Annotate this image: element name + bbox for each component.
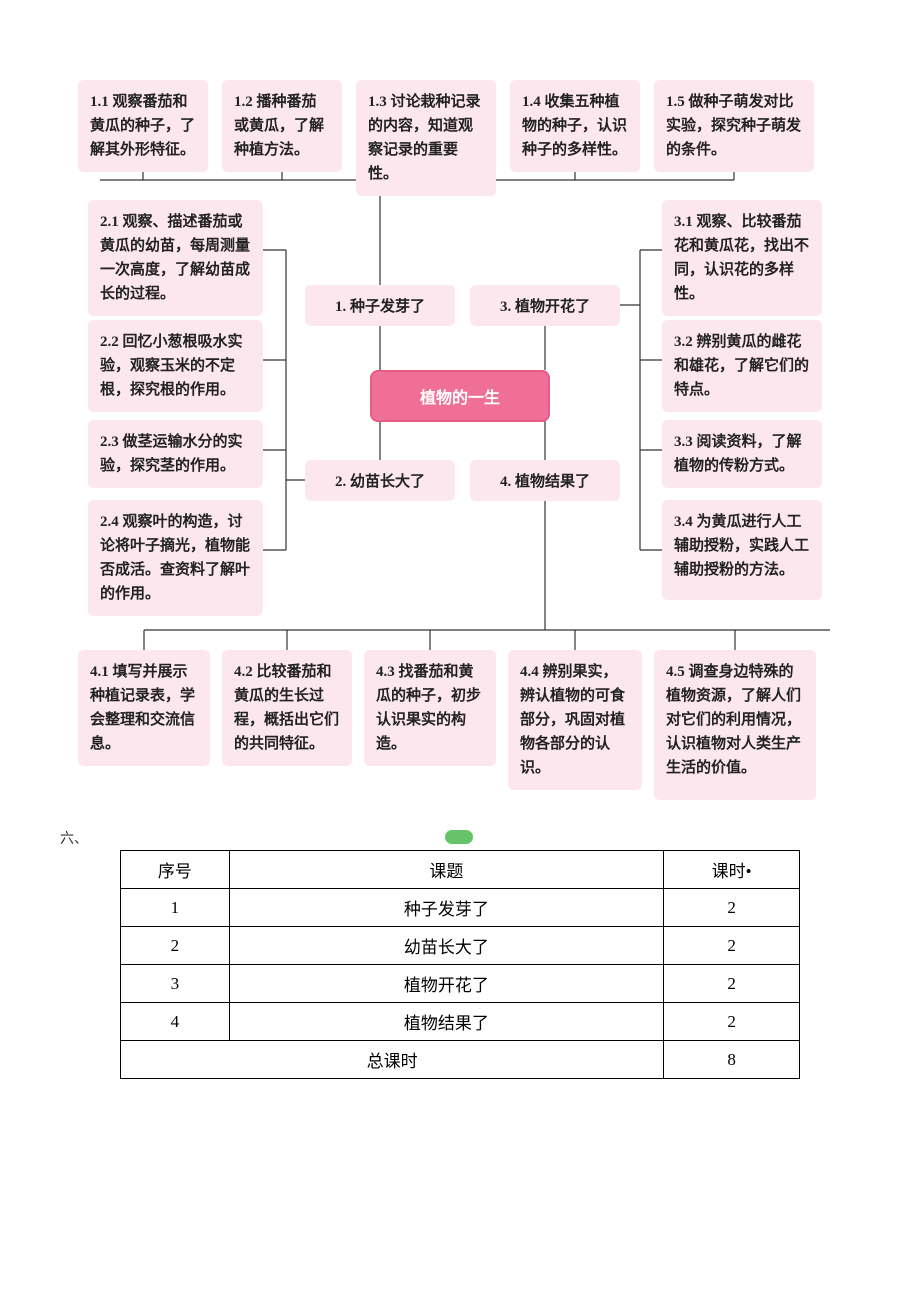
diagram-node: 4.1 填写并展示种植记录表，学会整理和交流信息。	[78, 650, 210, 766]
table-row: 2幼苗长大了2	[121, 927, 800, 965]
diagram-node: 2.1 观察、描述番茄或黄瓜的幼苗，每周测量一次高度，了解幼苗成长的过程。	[88, 200, 263, 316]
table-row: 4植物结果了2	[121, 1003, 800, 1041]
schedule-table-container: 序号课题课时•1种子发芽了22幼苗长大了23植物开花了24植物结果了2总课时8	[120, 850, 800, 1119]
diagram-node: 3.2 辨别黄瓜的雌花和雄花，了解它们的特点。	[662, 320, 822, 412]
diagram-center: 植物的一生	[370, 370, 550, 422]
table-row: 1种子发芽了2	[121, 889, 800, 927]
schedule-table: 序号课题课时•1种子发芽了22幼苗长大了23植物开花了24植物结果了2总课时8	[120, 850, 800, 1079]
table-row: 3植物开花了2	[121, 965, 800, 1003]
table-total-row: 总课时8	[121, 1041, 800, 1079]
table-cell: 幼苗长大了	[229, 927, 664, 965]
diagram-node: 1.1 观察番茄和黄瓜的种子，了解其外形特征。	[78, 80, 208, 172]
table-cell: 植物开花了	[229, 965, 664, 1003]
diagram-hub: 4. 植物结果了	[470, 460, 620, 501]
table-cell: 4	[121, 1003, 230, 1041]
diagram-node: 2.2 回忆小葱根吸水实验，观察玉米的不定根，探究根的作用。	[88, 320, 263, 412]
table-cell: 植物结果了	[229, 1003, 664, 1041]
table-cell: 2	[664, 889, 800, 927]
diagram-node: 1.5 做种子萌发对比实验，探究种子萌发的条件。	[654, 80, 814, 172]
diagram-hub: 2. 幼苗长大了	[305, 460, 455, 501]
table-cell: 2	[664, 965, 800, 1003]
diagram-hub: 3. 植物开花了	[470, 285, 620, 326]
table-cell: 1	[121, 889, 230, 927]
table-header-cell: 课题	[229, 851, 664, 889]
diagram-node: 4.5 调查身边特殊的植物资源，了解人们对它们的利用情况，认识植物对人类生产生活…	[654, 650, 816, 800]
table-cell: 3	[121, 965, 230, 1003]
diagram-node: 4.4 辨别果实，辨认植物的可食部分，巩固对植物各部分的认识。	[508, 650, 642, 790]
concept-map: 1.1 观察番茄和黄瓜的种子，了解其外形特征。1.2 播种番茄或黄瓜，了解种植方…	[0, 0, 920, 850]
diagram-node: 1.3 讨论栽种记录的内容，知道观察记录的重要性。	[356, 80, 496, 196]
diagram-hub: 1. 种子发芽了	[305, 285, 455, 326]
decorative-pill	[445, 830, 473, 844]
table-cell: 2	[121, 927, 230, 965]
diagram-node: 1.2 播种番茄或黄瓜，了解种植方法。	[222, 80, 342, 172]
diagram-node: 4.3 找番茄和黄瓜的种子，初步认识果实的构造。	[364, 650, 496, 766]
diagram-node: 1.4 收集五种植物的种子，认识种子的多样性。	[510, 80, 640, 172]
partial-heading: 六、	[60, 828, 88, 848]
diagram-node: 3.4 为黄瓜进行人工辅助授粉，实践人工辅助授粉的方法。	[662, 500, 822, 600]
diagram-node: 3.3 阅读资料，了解植物的传粉方式。	[662, 420, 822, 488]
diagram-node: 4.2 比较番茄和黄瓜的生长过程，概括出它们的共同特征。	[222, 650, 352, 766]
diagram-node: 2.4 观察叶的构造，讨论将叶子摘光，植物能否成活。查资料了解叶的作用。	[88, 500, 263, 616]
table-cell: 2	[664, 1003, 800, 1041]
table-header-row: 序号课题课时•	[121, 851, 800, 889]
diagram-node: 2.3 做茎运输水分的实验，探究茎的作用。	[88, 420, 263, 488]
table-cell: 2	[664, 927, 800, 965]
table-header-cell: 序号	[121, 851, 230, 889]
table-total-label: 总课时	[121, 1041, 664, 1079]
table-header-cell: 课时•	[664, 851, 800, 889]
table-cell: 种子发芽了	[229, 889, 664, 927]
table-total-value: 8	[664, 1041, 800, 1079]
diagram-node: 3.1 观察、比较番茄花和黄瓜花，找出不同，认识花的多样性。	[662, 200, 822, 316]
